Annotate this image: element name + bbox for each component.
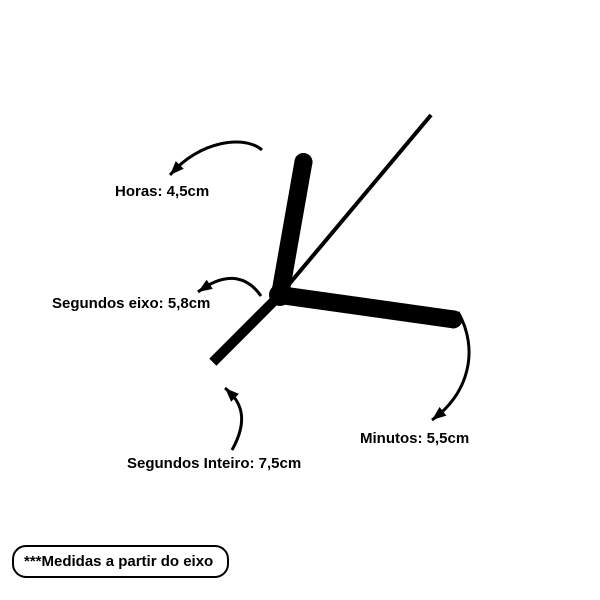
label-seconds-full: Segundos Inteiro: 7,5cm: [127, 455, 301, 472]
label-seconds-axis: Segundos eixo: 5,8cm: [52, 295, 210, 312]
diagram-canvas: Horas: 4,5cm Segundos eixo: 5,8cm Segund…: [0, 0, 600, 600]
label-hours: Horas: 4,5cm: [115, 183, 209, 200]
footer-note: ***Medidas a partir do eixo: [12, 545, 229, 578]
label-minutes: Minutos: 5,5cm: [360, 430, 469, 447]
